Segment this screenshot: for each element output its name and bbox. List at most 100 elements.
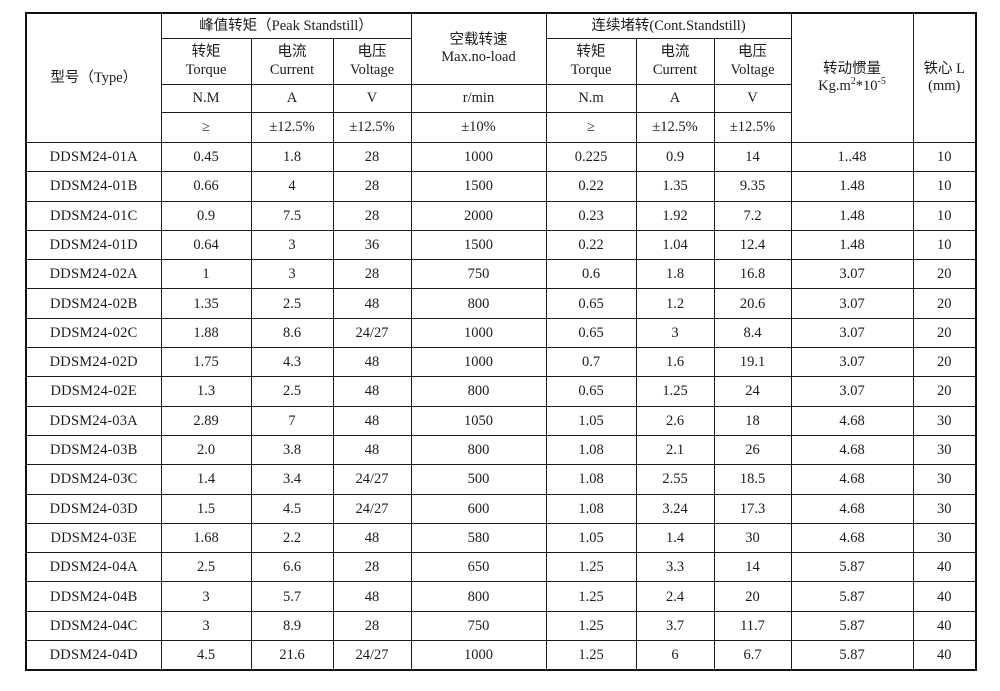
model-cell: DDSM24-02E: [25, 376, 162, 407]
value-cell: 600: [410, 493, 547, 524]
value-cell: 3: [250, 229, 334, 261]
table-row: DDSM24-04C 3 8.9 28 750 1.25 3.7 11.7 5.87 40: [25, 610, 977, 642]
value-cell: 1.92: [635, 200, 715, 231]
value-cell: 0.65: [545, 317, 637, 349]
value-cell: 1.08: [545, 464, 637, 495]
model-cell: DDSM24-03A: [25, 405, 162, 436]
value-cell: 0.6: [545, 259, 637, 290]
model-cell: DDSM24-04D: [25, 640, 162, 671]
model-cell: DDSM24-03E: [25, 522, 162, 554]
tolerance-cont-torque: ≥: [545, 112, 637, 143]
value-cell: 1.8: [250, 141, 334, 173]
value-cell: 0.225: [545, 141, 637, 173]
value-cell: 48: [332, 581, 412, 612]
unit-cont-torque: N.m: [545, 84, 637, 113]
value-cell: 0.45: [160, 141, 252, 173]
value-cell: 16.8: [713, 259, 792, 290]
value-cell: 1000: [410, 640, 547, 671]
value-cell: 24/27: [332, 464, 412, 495]
value-cell: 1.4: [160, 464, 252, 495]
table-row: DDSM24-01C 0.9 7.5 28 2000 0.23 1.92 7.2 1.48 10: [25, 200, 977, 231]
value-cell: 1000: [410, 317, 547, 349]
unit-cont-voltage: V: [713, 84, 792, 113]
value-cell: 0.7: [545, 347, 637, 378]
value-cell: 7.2: [713, 200, 792, 231]
value-cell: 1000: [410, 141, 547, 173]
value-cell: 2.5: [250, 288, 334, 319]
value-cell: 650: [410, 552, 547, 583]
value-cell: 1.75: [160, 347, 252, 378]
value-cell: 17.3: [713, 493, 792, 524]
value-cell: 3.24: [635, 493, 715, 524]
value-cell: 0.64: [160, 229, 252, 261]
value-cell: 14: [713, 141, 792, 173]
value-cell: 20: [912, 317, 977, 349]
value-cell: 0.23: [545, 200, 637, 231]
value-cell: 3: [250, 259, 334, 290]
value-cell: 20: [912, 347, 977, 378]
value-cell: 4.68: [790, 405, 914, 436]
header-type: 型号（Type）: [25, 12, 162, 143]
tolerance-no-load-speed: ±10%: [410, 112, 547, 143]
value-cell: 1..48: [790, 141, 914, 173]
value-cell: 1.6: [635, 347, 715, 378]
table-row: DDSM24-02C 1.88 8.6 24/27 1000 0.65 3 8.4 3.07 20: [25, 317, 977, 349]
table-row: DDSM24-03B 2.0 3.8 48 800 1.08 2.1 26 4.68 30: [25, 434, 977, 466]
model-cell: DDSM24-01A: [25, 141, 162, 173]
table-row: DDSM24-03D 1.5 4.5 24/27 600 1.08 3.24 17.3 4.68…: [25, 493, 977, 524]
value-cell: 750: [410, 610, 547, 642]
header-core-length: 铁心 L (mm): [912, 12, 977, 143]
header-peak-standstill-group: 峰值转矩（Peak Standstill）: [160, 12, 412, 39]
value-cell: 6.6: [250, 552, 334, 583]
value-cell: 11.7: [713, 610, 792, 642]
value-cell: 500: [410, 464, 547, 495]
value-cell: 7.5: [250, 200, 334, 231]
value-cell: 4: [250, 171, 334, 202]
value-cell: 1500: [410, 229, 547, 261]
value-cell: 0.65: [545, 376, 637, 407]
value-cell: 36: [332, 229, 412, 261]
value-cell: 30: [912, 493, 977, 524]
value-cell: 14: [713, 552, 792, 583]
value-cell: 28: [332, 141, 412, 173]
value-cell: 5.87: [790, 610, 914, 642]
value-cell: 4.5: [250, 493, 334, 524]
value-cell: 1.35: [635, 171, 715, 202]
model-cell: DDSM24-02D: [25, 347, 162, 378]
value-cell: 30: [912, 522, 977, 554]
model-cell: DDSM24-03C: [25, 464, 162, 495]
value-cell: 2.2: [250, 522, 334, 554]
value-cell: 0.65: [545, 288, 637, 319]
value-cell: 750: [410, 259, 547, 290]
model-cell: DDSM24-03B: [25, 434, 162, 466]
motor-spec-table: 型号（Type） 峰值转矩（Peak Standstill） 空载转速 Max.…: [25, 12, 978, 672]
value-cell: 3.07: [790, 347, 914, 378]
table-row: DDSM24-02B 1.35 2.5 48 800 0.65 1.2 20.6 3.07 20: [25, 288, 977, 319]
value-cell: 580: [410, 522, 547, 554]
model-cell: DDSM24-02A: [25, 259, 162, 290]
value-cell: 3.7: [635, 610, 715, 642]
header-max-no-load-zh: 空载转速: [449, 31, 508, 48]
value-cell: 28: [332, 259, 412, 290]
value-cell: 1.48: [790, 200, 914, 231]
header-cont-torque: 转矩 Torque: [545, 38, 637, 85]
header-max-no-load: 空载转速 Max.no-load: [410, 12, 547, 85]
value-cell: 1.25: [545, 552, 637, 583]
unit-peak-voltage: V: [332, 84, 412, 113]
value-cell: 4.68: [790, 464, 914, 495]
header-cont-current: 电流 Current: [635, 38, 715, 85]
header-cont-voltage: 电压 Voltage: [713, 38, 792, 85]
value-cell: 1500: [410, 171, 547, 202]
value-cell: 1.4: [635, 522, 715, 554]
table-row: DDSM24-02E 1.3 2.5 48 800 0.65 1.25 24 3.07 20: [25, 376, 977, 407]
table-row: DDSM24-01A 0.45 1.8 28 1000 0.225 0.9 14 1..48 10: [25, 141, 977, 173]
value-cell: 1.25: [635, 376, 715, 407]
tolerance-cont-current: ±12.5%: [635, 112, 715, 143]
value-cell: 48: [332, 522, 412, 554]
value-cell: 1.08: [545, 493, 637, 524]
value-cell: 3: [160, 581, 252, 612]
value-cell: 28: [332, 552, 412, 583]
model-cell: DDSM24-04A: [25, 552, 162, 583]
value-cell: 18: [713, 405, 792, 436]
